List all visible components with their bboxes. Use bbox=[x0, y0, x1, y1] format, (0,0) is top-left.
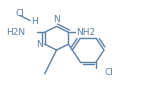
Text: H: H bbox=[31, 17, 38, 26]
Text: Cl: Cl bbox=[105, 68, 114, 77]
Text: Cl: Cl bbox=[15, 9, 24, 18]
Text: N: N bbox=[36, 40, 43, 49]
Text: N: N bbox=[53, 15, 60, 24]
Text: H2N: H2N bbox=[6, 28, 25, 37]
Text: NH2: NH2 bbox=[76, 28, 95, 37]
